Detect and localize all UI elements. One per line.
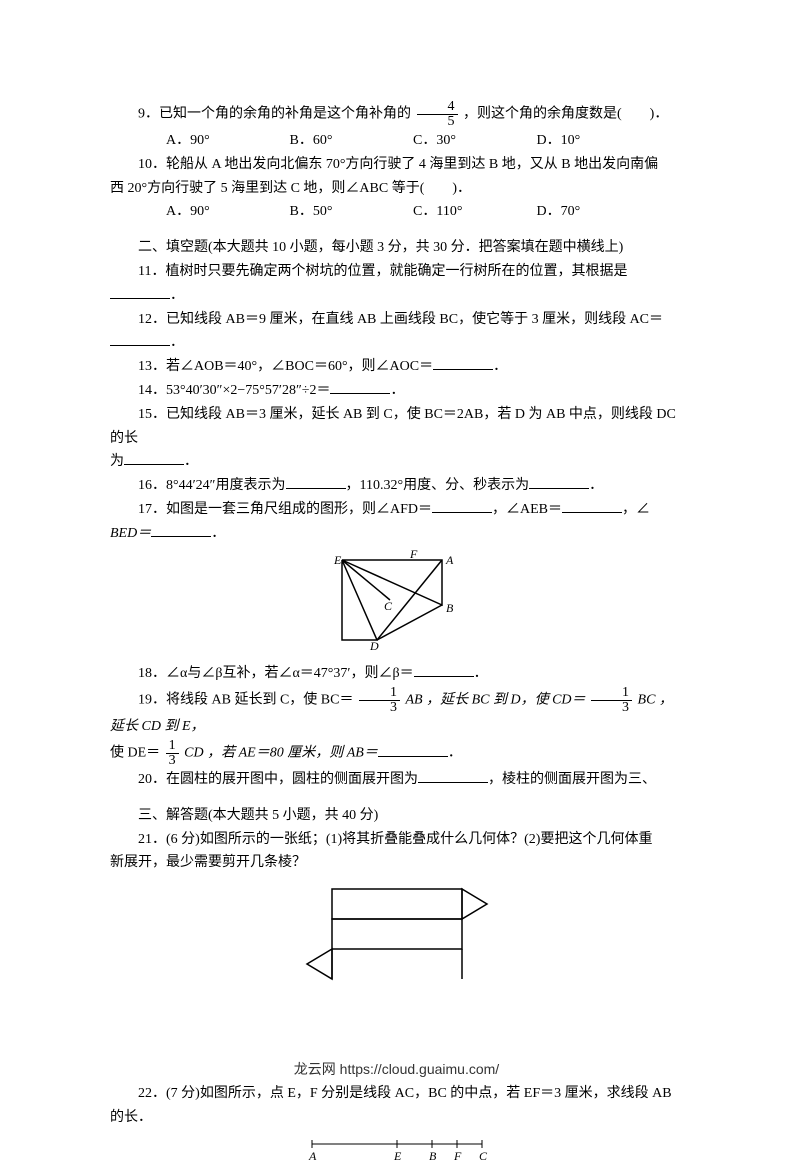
label-C: C [479,1149,488,1163]
q10-opt-d: D．70° [509,200,629,224]
segment-figure: A E B F C [297,1134,497,1164]
q9: 9．已知一个角的余角的补角是这个角补角的 4 5 ，则这个角的余角度数是( )． [110,100,683,129]
q9-text-a: 9．已知一个角的余角的补角是这个角补角的 [138,107,411,122]
q17-blank3 [151,523,211,537]
q10-opt-c: C．110° [385,200,505,224]
q11-blank [110,285,170,299]
q10-line1: 10．轮船从 A 地出发向北偏东 70°方向行驶了 4 海里到达 B 地，又从 … [110,153,683,177]
fraction-1-3-c: 13 [166,739,179,768]
q14-blank [330,380,390,394]
q16-blank1 [286,475,346,489]
q11-line2: ． [110,284,683,308]
q10-options: A．90° B．50° C．110° D．70° [110,200,683,224]
q9-opt-a: A．90° [138,129,258,153]
q19-blank [378,743,448,757]
label-A: A [308,1149,317,1163]
page-footer: 龙云网 https://cloud.guaimu.com/ [0,1058,793,1082]
q9-options: A．90° B．60° C．30° D．10° [110,129,683,153]
q9-opt-d: D．10° [509,129,629,153]
q10-opt-b: B．50° [262,200,382,224]
net-figure [297,879,497,989]
q16-blank2 [529,475,589,489]
q9-opt-c: C．30° [385,129,505,153]
q13-blank [433,356,493,370]
label-E: E [333,553,342,567]
label-F: F [453,1149,462,1163]
q20: 20．在圆柱的展开图中，圆柱的侧面展开图为，棱柱的侧面展开图为三、 [110,768,683,792]
q15-line1: 15．已知线段 AB＝3 厘米，延长 AB 到 C，使 BC＝2AB，若 D 为… [110,403,683,451]
section3-heading: 三、解答题(本大题共 5 小题，共 40 分) [110,804,683,828]
q20-blank [418,769,488,783]
q15-blank [124,451,184,465]
label-D: D [369,639,379,650]
section2-heading: 二、填空题(本大题共 10 小题，每小题 3 分，共 30 分．把答案填在题中横… [110,236,683,260]
q18-blank [414,663,474,677]
q9-opt-b: B．60° [262,129,382,153]
label-B: B [429,1149,437,1163]
q19-line2: 使 DE＝ 13 CD ，若 AE＝80 厘米，则 AB＝． [110,739,683,768]
q12-line1: 12．已知线段 AB＝9 厘米，在直线 AB 上画线段 BC，使它等于 3 厘米… [110,308,683,332]
label-B: B [446,601,454,615]
q17-blank2 [562,499,622,513]
q16: 16．8°44′24″用度表示为，110.32°用度、分、秒表示为． [110,474,683,498]
fraction-1-3-a: 13 [359,686,400,715]
q13: 13．若∠AOB＝40°，∠BOC＝60°，则∠AOC＝． [110,355,683,379]
q21-line2: 新展开，最少需要剪开几条棱？ [110,851,683,875]
q17-figure: E F A C D B [110,550,683,659]
label-A: A [445,553,454,567]
q21-figure [110,879,683,998]
fraction-1-3-b: 13 [591,686,632,715]
q12-blank [110,332,170,346]
q17-line1: 17．如图是一套三角尺组成的图形，则∠AFD＝，∠AEB＝，∠ [110,498,683,522]
q22-line1: 22．(7 分)如图所示，点 E，F 分别是线段 AC，BC 的中点，若 EF＝… [110,1082,683,1106]
q14: 14．53°40′30″×2−75°57′28″÷2＝． [110,379,683,403]
q15-line2: 为． [110,450,683,474]
q9-text-b: ，则这个角的余角度数是( )． [463,107,668,122]
q22-figure: A E B F C [110,1134,683,1172]
q11-line1: 11．植树时只要先确定两个树坑的位置，就能确定一行树所在的位置，其根据是 [110,260,683,284]
q12-line2: ． [110,331,683,355]
label-E: E [393,1149,402,1163]
q19-line1: 19．将线段 AB 延长到 C，使 BC＝ 13 AB ，延长 BC 到 D，使… [110,686,683,739]
q21-line1: 21．(6 分)如图所示的一张纸；(1)将其折叠能叠成什么几何体？(2)要把这个… [110,828,683,852]
q18: 18．∠α与∠β互补，若∠α＝47°37′，则∠β＝． [110,662,683,686]
q17-line2: BED＝． [110,522,683,546]
triangle-ruler-figure: E F A C D B [322,550,472,650]
label-F: F [409,550,418,561]
q22-line2: 的长． [110,1106,683,1130]
fraction-4-5: 4 5 [417,100,458,129]
label-C: C [384,599,393,613]
q10-opt-a: A．90° [138,200,258,224]
q17-blank1 [432,499,492,513]
q10-line2: 西 20°方向行驶了 5 海里到达 C 地，则∠ABC 等于( )． [110,177,683,201]
